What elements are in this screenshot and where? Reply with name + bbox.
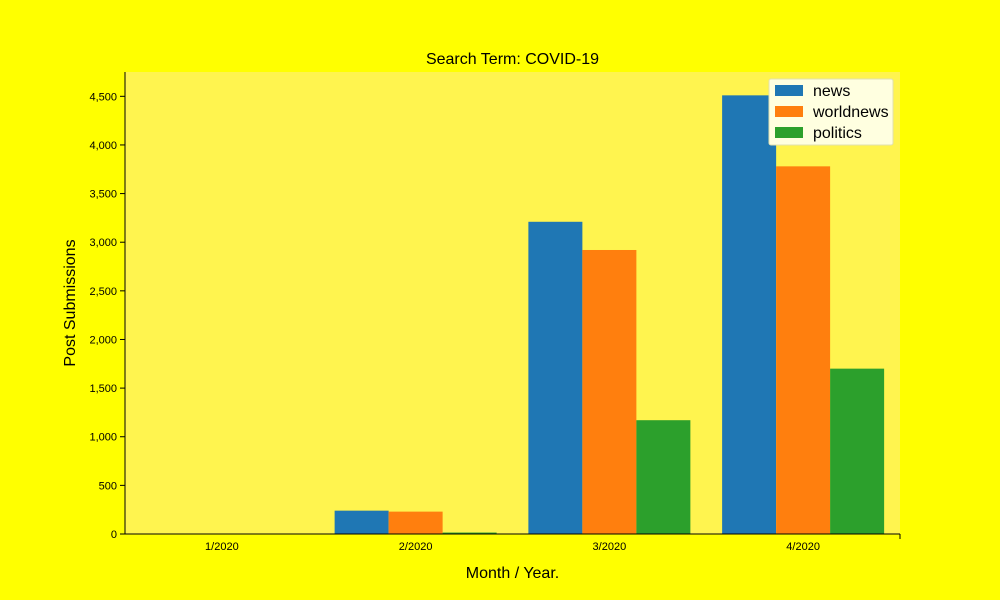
- y-axis-title: Post Submissions: [62, 239, 79, 366]
- legend-swatch-politics: [775, 127, 803, 138]
- y-axis: 0 500 1,000 1,500 2,000 2,500 3,000 3,500 4,000 4…: [89, 72, 126, 541]
- y-tick-label: 1,500: [89, 383, 117, 395]
- bar-politics-3: [636, 420, 691, 534]
- y-tick-label: 500: [99, 480, 117, 492]
- y-tick-label: 3,000: [89, 237, 117, 249]
- bar-politics-4: [830, 368, 885, 534]
- legend: news worldnews politics: [768, 78, 894, 146]
- x-axis-title: Month / Year.: [466, 565, 559, 582]
- x-tick-label: 3/2020: [593, 541, 627, 553]
- y-tick-label: 4,500: [89, 91, 117, 103]
- y-tick-label: 0: [111, 529, 117, 541]
- legend-swatch-news: [775, 85, 803, 96]
- bar-worldnews-4: [776, 166, 831, 534]
- bar-news-3: [528, 221, 583, 534]
- x-tick-label: 2/2020: [399, 541, 433, 553]
- chart-title: Search Term: COVID-19: [426, 51, 599, 68]
- legend-label-politics: politics: [813, 125, 862, 142]
- bar-worldnews-3: [582, 249, 637, 534]
- y-tick-label: 2,000: [89, 334, 117, 346]
- x-axis: 1/2020 2/2020 3/2020 4/2020: [125, 533, 901, 553]
- x-tick-label: 4/2020: [786, 541, 820, 553]
- legend-label-worldnews: worldnews: [812, 104, 889, 121]
- y-tick-label: 1,000: [89, 432, 117, 444]
- bar-news-2: [334, 510, 389, 534]
- legend-swatch-worldnews: [775, 106, 803, 117]
- x-tick-label: 1/2020: [205, 541, 239, 553]
- y-tick-label: 4,000: [89, 140, 117, 152]
- legend-label-news: news: [813, 83, 850, 100]
- bar-politics-2: [442, 532, 497, 534]
- bar-news-4: [722, 95, 777, 535]
- bars-group: [334, 95, 885, 535]
- bar-worldnews-2: [388, 511, 443, 534]
- y-tick-label: 2,500: [89, 286, 117, 298]
- y-tick-label: 3,500: [89, 189, 117, 201]
